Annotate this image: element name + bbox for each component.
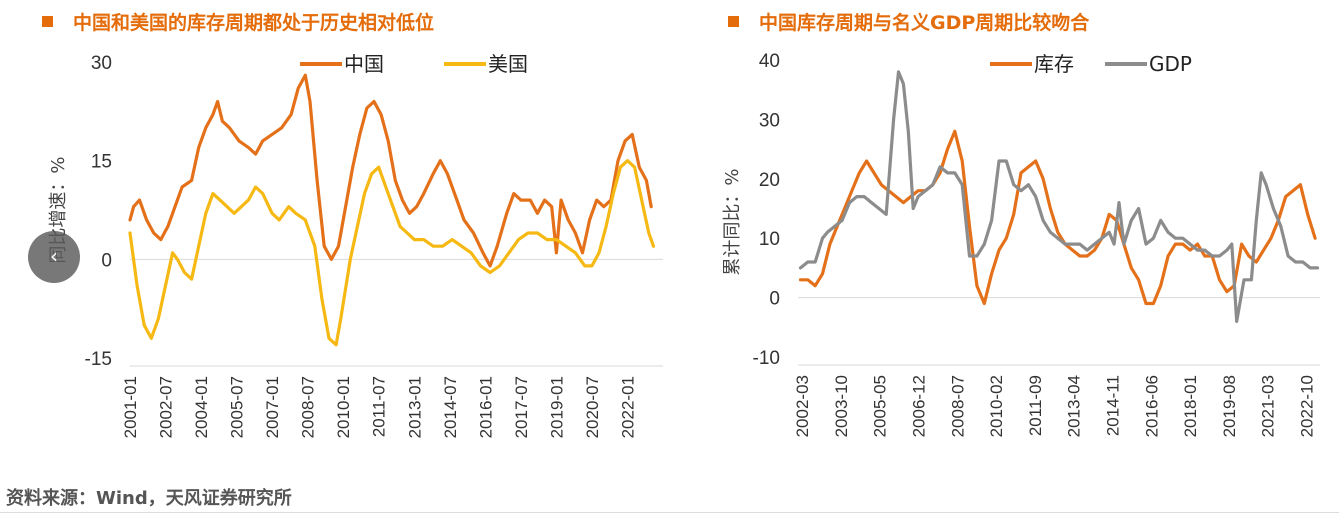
x-tick-label: 2022-10 (1298, 375, 1317, 437)
x-tick-label: 2003-10 (832, 375, 851, 437)
legend-label: 美国 (488, 52, 528, 76)
y-tick-label: 10 (759, 229, 780, 250)
x-tick-label: 2020-07 (583, 376, 602, 438)
x-tick-label: 2008-07 (299, 376, 318, 438)
title-bullet-icon (728, 16, 739, 27)
title-bullet-icon (42, 16, 53, 27)
x-tick-label: 2019-08 (1220, 375, 1239, 437)
right-chart: -10 0 10 20 30 40 2002-03 2003-10 2005-05 2006-12… (722, 51, 1320, 437)
left-chart-title-text: 中国和美国的库存周期都处于历史相对低位 (73, 12, 435, 34)
series-line-GDP (798, 70, 1320, 323)
left-chart: -15 0 15 30 2001-01 2002-07 2004-01 2005-07 2007… (48, 52, 663, 438)
y-tick-label: 30 (759, 110, 780, 131)
y-tick-label: -10 (753, 348, 780, 369)
x-tick-label: 2013-01 (405, 376, 424, 438)
right-chart-title: 中国库存周期与名义GDP周期比较吻合 (728, 8, 1089, 35)
y-axis-label: 累计同比：% (722, 168, 743, 275)
y-tick-label: -15 (85, 349, 112, 370)
x-tick-label: 2008-07 (948, 375, 967, 437)
legend-label: 库存 (1034, 52, 1074, 76)
y-tick-label: 30 (91, 53, 112, 74)
x-tick-label: 2018-01 (1181, 375, 1200, 437)
x-tick-label: 2016-06 (1142, 375, 1161, 437)
y-tick-label: 0 (769, 289, 780, 310)
x-tick-label: 2011-07 (370, 376, 389, 437)
x-tick-label: 2001-01 (121, 376, 140, 438)
x-tick-label: 2002-07 (157, 376, 176, 438)
x-tick-label: 2010-02 (987, 375, 1006, 437)
x-tick-label: 2017-07 (512, 376, 531, 438)
y-tick-label: 0 (101, 250, 112, 271)
series-line-库存 (798, 129, 1317, 306)
left-chart-title: 中国和美国的库存周期都处于历史相对低位 (42, 8, 434, 35)
x-tick-label: 2021-03 (1259, 375, 1278, 437)
x-tick-label: 2011-09 (1026, 375, 1045, 436)
x-tick-label: 2019-01 (547, 376, 566, 438)
x-tick-label: 2004-01 (192, 376, 211, 438)
x-tick-label: 2010-01 (334, 376, 353, 438)
legend-label: GDP (1149, 52, 1192, 76)
series-line-美国 (128, 159, 656, 347)
x-tick-label: 2005-07 (228, 376, 247, 438)
x-tick-label: 2007-01 (263, 376, 282, 438)
x-tick-label: 2013-04 (1065, 375, 1084, 437)
y-tick-label: 40 (759, 51, 780, 72)
source-note: 资料来源：Wind，天风证券研究所 (6, 488, 292, 509)
series-line-中国 (128, 73, 653, 268)
divider (0, 512, 1339, 513)
x-tick-label: 2014-07 (441, 376, 460, 438)
legend-label: 中国 (344, 52, 384, 76)
x-tick-label: 2016-01 (476, 376, 495, 438)
carousel-prev-button[interactable]: ‹ (28, 231, 80, 283)
x-tick-label: 2022-01 (618, 376, 637, 438)
chevron-left-icon: ‹ (50, 244, 58, 268)
x-tick-label: 2014-11 (1104, 375, 1123, 436)
y-tick-label: 20 (759, 170, 780, 191)
right-chart-title-text: 中国库存周期与名义GDP周期比较吻合 (759, 12, 1090, 34)
y-tick-label: 15 (91, 152, 112, 173)
x-tick-label: 2006-12 (909, 375, 928, 437)
x-tick-label: 2005-05 (871, 375, 890, 437)
x-tick-label: 2002-03 (793, 375, 812, 437)
